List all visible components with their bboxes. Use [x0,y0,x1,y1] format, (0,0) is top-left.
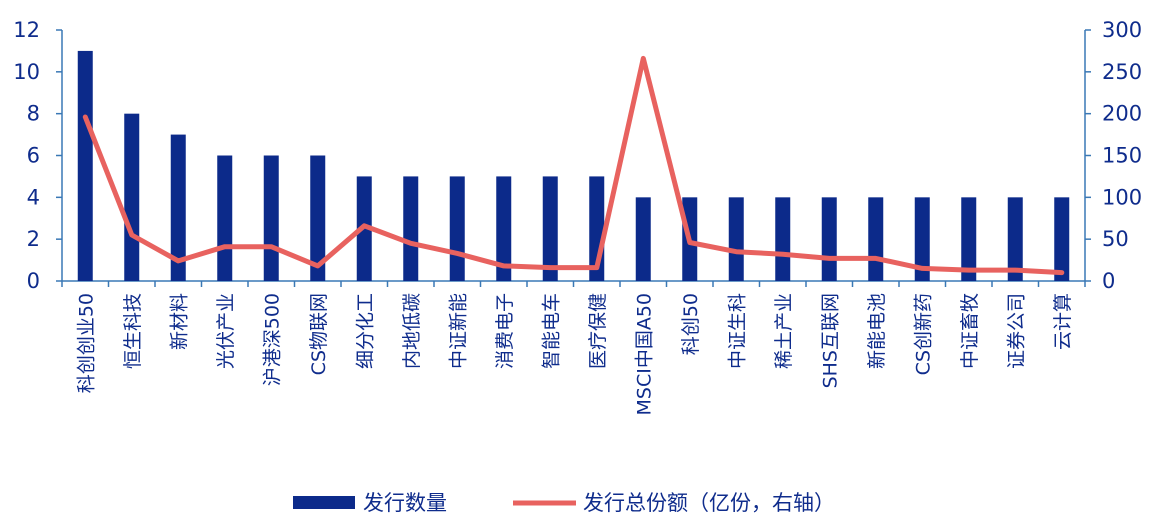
category-label: MSCI中国A50 [633,293,655,416]
bar [217,155,233,281]
category-label: CS物联网 [308,293,330,375]
bar [1007,197,1023,281]
category-label: 云计算 [1052,293,1074,350]
bar [263,155,279,281]
bar [961,197,977,281]
right-tick-label: 0 [1102,269,1115,293]
bar [449,176,465,281]
left-tick-label: 4 [27,185,40,209]
bar [1054,197,1070,281]
category-label: SHS互联网 [819,293,841,388]
category-label: 智能电车 [540,293,562,369]
left-tick-label: 12 [13,18,40,42]
right-tick-label: 50 [1102,227,1129,251]
bar [310,155,326,281]
bar [542,176,558,281]
category-labels: 科创创业50 恒生科技 新材料 光伏产业 沪港深500 CS物联网 细分化工 内地低碳 中证新能… [75,293,1074,416]
left-tick-label: 10 [13,60,40,84]
bar [170,134,186,281]
category-label: 恒生科技 [122,293,144,369]
category-label: 中证生科 [726,293,748,369]
category-label: 科创创业50 [75,293,97,393]
right-tick-label: 300 [1102,18,1142,42]
left-tick-label: 0 [27,269,40,293]
right-tick-label: 250 [1102,60,1142,84]
legend-bar-label: 发行数量 [363,491,447,515]
left-tick-label: 8 [27,102,40,126]
bar [635,197,651,281]
category-label: 医疗保健 [587,293,609,369]
legend-line-label: 发行总份额（亿份，右轴） [583,491,835,515]
category-label: 光伏产业 [215,293,237,369]
line-series [82,55,1065,276]
legend-bar-swatch [293,496,355,509]
left-tick-label: 6 [27,144,40,168]
bar [821,197,837,281]
bar [124,113,140,282]
category-label: CS创新药 [912,293,934,375]
category-label: 科创50 [680,293,702,355]
bar [914,197,930,281]
bar [868,197,884,281]
axes: 0 2 4 6 8 10 12 0 50 100 150 200 250 300 [13,18,1142,293]
bar [728,197,744,281]
category-label: 新能电池 [866,293,888,369]
line-path [82,55,1065,276]
category-label: 中证新能 [447,293,469,369]
category-label: 证券公司 [1005,293,1027,369]
category-label: 稀土产业 [773,293,795,369]
left-tick-label: 2 [27,227,40,251]
bar [496,176,512,281]
right-tick-label: 200 [1102,102,1142,126]
legend: 发行数量 发行总份额（亿份，右轴） [293,491,835,515]
category-label: 新材料 [168,293,190,350]
bar [403,176,419,281]
right-tick-label: 150 [1102,144,1142,168]
category-label: 沪港深500 [261,293,283,386]
category-label: 中证畜牧 [959,293,981,369]
right-tick-label: 100 [1102,185,1142,209]
bar [77,50,93,281]
category-label: 细分化工 [354,293,376,369]
bar [775,197,791,281]
category-label: 内地低碳 [401,293,423,369]
category-label: 消费电子 [494,293,516,369]
